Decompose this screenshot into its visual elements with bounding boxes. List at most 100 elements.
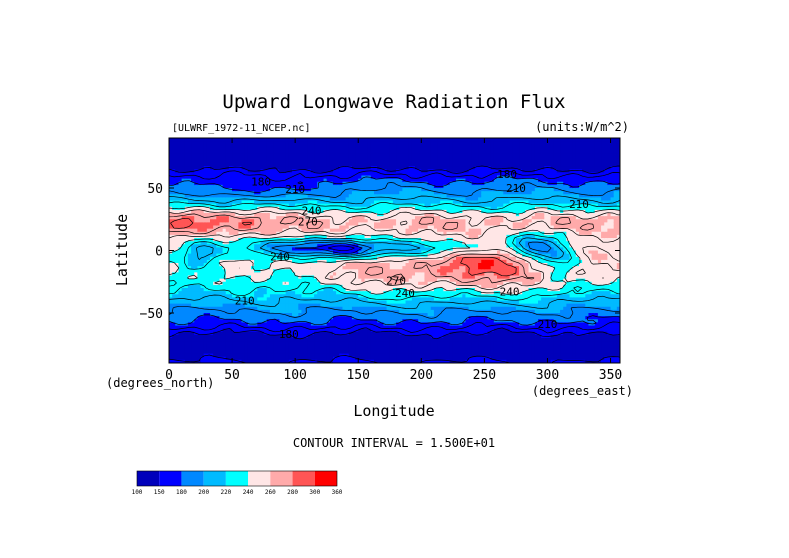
heatmap-cell: [175, 338, 180, 342]
heatmap-cell: [213, 319, 217, 323]
heatmap-cell: [288, 344, 293, 348]
heatmap-cell: [232, 303, 236, 308]
heatmap-cell: [247, 219, 252, 223]
heatmap-cell: [216, 259, 221, 264]
heatmap-cell: [238, 353, 243, 358]
heatmap-cell: [273, 344, 277, 348]
heatmap-cell: [301, 225, 306, 230]
heatmap-cell: [260, 359, 265, 363]
heatmap-cell: [241, 328, 246, 333]
heatmap-cell: [282, 347, 287, 352]
heatmap-cell: [225, 247, 230, 252]
heatmap-cell: [241, 356, 246, 361]
heatmap-cell: [247, 206, 252, 211]
heatmap-cell: [238, 169, 243, 173]
heatmap-cell: [197, 338, 202, 342]
heatmap-cell: [203, 147, 208, 152]
heatmap-cell: [206, 169, 211, 173]
heatmap-cell: [317, 238, 321, 242]
heatmap-cell: [266, 144, 271, 148]
heatmap-cell: [175, 244, 180, 248]
heatmap-cell: [263, 297, 268, 302]
heatmap-cell: [285, 163, 290, 167]
heatmap-cell: [203, 209, 208, 214]
heatmap-cell: [222, 294, 227, 298]
heatmap-cell: [295, 153, 299, 158]
heatmap-cell: [235, 181, 239, 186]
heatmap-cell: [244, 278, 249, 283]
heatmap-cell: [213, 259, 217, 264]
heatmap-cell: [314, 309, 318, 314]
heatmap-cell: [254, 238, 258, 242]
heatmap-cell: [219, 350, 224, 355]
heatmap-cell: [181, 191, 186, 195]
heatmap-cell: [295, 225, 299, 230]
heatmap-cell: [238, 234, 243, 239]
heatmap-cell: [254, 222, 258, 227]
heatmap-cell: [273, 281, 277, 286]
heatmap-cell: [213, 188, 217, 192]
heatmap-cell: [273, 153, 277, 158]
heatmap-cell: [241, 181, 246, 186]
heatmap-cell: [216, 250, 221, 255]
heatmap-cell: [181, 344, 186, 348]
heatmap-cell: [172, 244, 176, 248]
heatmap-cell: [247, 138, 252, 142]
heatmap-cell: [238, 159, 243, 164]
heatmap-cell: [251, 156, 255, 161]
heatmap-cell: [238, 259, 243, 264]
heatmap-cell: [263, 238, 268, 242]
heatmap-cell: [228, 338, 233, 342]
heatmap-cell: [178, 147, 183, 152]
heatmap-cell: [260, 238, 265, 242]
heatmap-cell: [295, 269, 299, 273]
heatmap-cell: [266, 166, 271, 170]
heatmap-cell: [232, 331, 236, 336]
heatmap-cell: [181, 175, 186, 180]
heatmap-cell: [175, 225, 180, 230]
heatmap-cell: [260, 259, 265, 264]
heatmap-cell: [263, 250, 268, 255]
heatmap-cell: [169, 316, 173, 320]
heatmap-cell: [178, 294, 183, 298]
heatmap-cell: [225, 303, 230, 308]
heatmap-cell: [172, 184, 176, 189]
heatmap-cell: [238, 294, 243, 298]
heatmap-cell: [304, 322, 309, 327]
heatmap-cell: [273, 147, 277, 152]
heatmap-cell: [254, 178, 258, 183]
heatmap-cell: [181, 144, 186, 148]
heatmap-cell: [273, 300, 277, 305]
heatmap-cell: [317, 194, 321, 198]
heatmap-cell: [279, 344, 284, 348]
heatmap-cell: [206, 284, 211, 289]
heatmap-cell: [260, 300, 265, 305]
heatmap-cell: [307, 328, 312, 333]
heatmap-cell: [307, 234, 312, 239]
heatmap-cell: [241, 256, 246, 261]
heatmap-cell: [219, 247, 224, 252]
heatmap-cell: [184, 300, 189, 305]
heatmap-cell: [273, 256, 277, 261]
heatmap-cell: [301, 200, 306, 205]
heatmap-cell: [232, 213, 236, 217]
heatmap-cell: [276, 216, 280, 220]
heatmap-cell: [288, 338, 293, 342]
heatmap-cell: [254, 291, 258, 295]
heatmap-cell: [213, 159, 217, 164]
heatmap-cell: [187, 341, 192, 345]
heatmap-cell: [273, 322, 277, 327]
heatmap-cell: [210, 234, 214, 239]
heatmap-cell: [175, 144, 180, 148]
heatmap-cell: [235, 316, 239, 320]
heatmap-cell: [320, 200, 325, 205]
heatmap-cell: [210, 278, 214, 283]
heatmap-cell: [187, 256, 192, 261]
heatmap-cell: [241, 178, 246, 183]
heatmap-cell: [203, 266, 208, 270]
heatmap-cell: [206, 256, 211, 261]
heatmap-cell: [232, 163, 236, 167]
heatmap-cell: [310, 341, 315, 345]
heatmap-cell: [269, 334, 274, 339]
heatmap-cell: [228, 331, 233, 336]
